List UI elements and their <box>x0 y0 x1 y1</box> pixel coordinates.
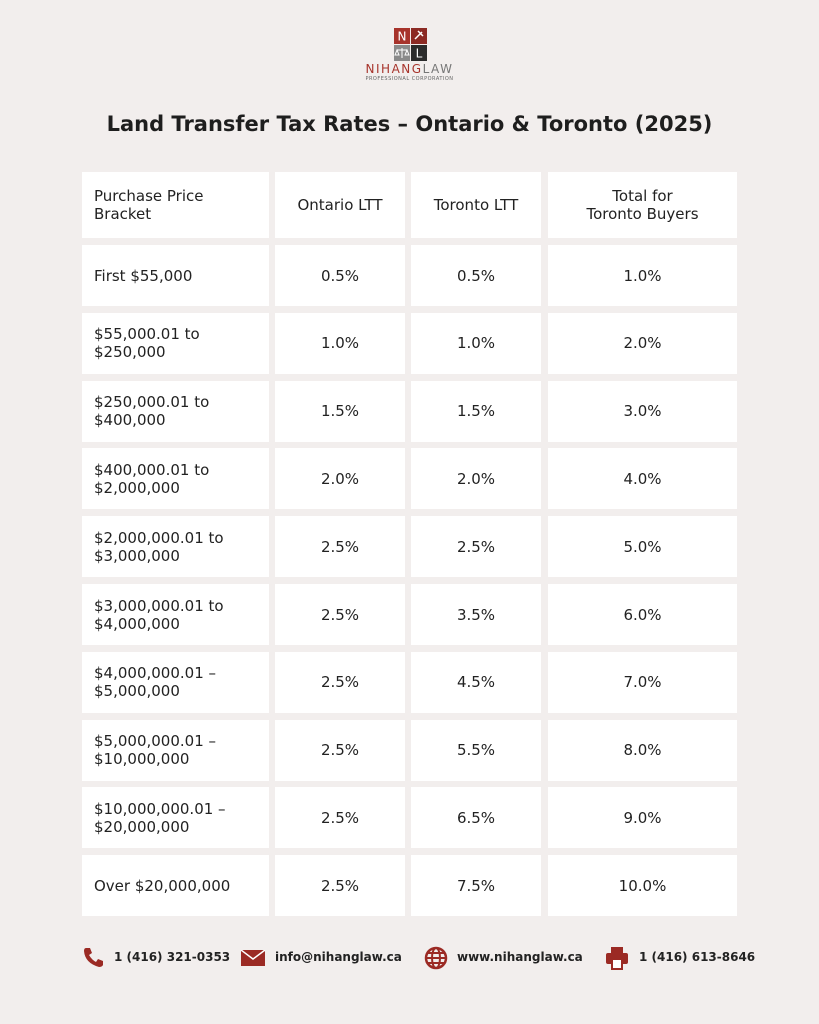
email-icon <box>241 950 265 966</box>
logo-mark: N L <box>394 28 427 61</box>
table-cell: 2.5% <box>275 516 405 578</box>
table-cell: $400,000.01 to $2,000,000 <box>82 448 269 510</box>
table-cell: 0.5% <box>411 245 541 306</box>
title: Land Transfer Tax Rates – Ontario & Toro… <box>106 112 713 136</box>
table-cell: 2.5% <box>275 855 405 917</box>
table-cell: 4.0% <box>548 448 737 510</box>
brand-secondary: LAW <box>422 62 454 76</box>
table-cell: 7.5% <box>411 855 541 917</box>
table-cell: 2.5% <box>275 787 405 849</box>
table-cell: $55,000.01 to $250,000 <box>82 312 269 374</box>
table-cell: 1.5% <box>275 380 405 442</box>
table-cell: $5,000,000.01 – $10,000,000 <box>82 719 269 781</box>
table-cell: 2.5% <box>275 719 405 781</box>
table-cell: 2.0% <box>275 448 405 510</box>
table-cell: First $55,000 <box>82 245 269 306</box>
table-cell: 0.5% <box>275 245 405 306</box>
table-cell: $4,000,000.01 – $5,000,000 <box>82 651 269 713</box>
fax: 1 (416) 613-8646 <box>639 950 756 964</box>
table-cell: 1.5% <box>411 380 541 442</box>
table-cell: 1.0% <box>411 312 541 374</box>
brand: NIHANGLAW <box>0 62 819 76</box>
tagline: PROFESSIONAL CORPORATION <box>365 76 454 82</box>
logo-letter: N <box>398 30 407 44</box>
table-cell: Over $20,000,000 <box>82 855 269 917</box>
table-cell: 2.5% <box>411 516 541 578</box>
table-cell: 2.5% <box>275 584 405 645</box>
email: info@nihanglaw.ca <box>275 950 402 964</box>
table-cell: 9.0% <box>548 787 737 849</box>
table-cell: 8.0% <box>548 719 737 781</box>
table-cell: $10,000,000.01 – $20,000,000 <box>82 787 269 849</box>
phone: 1 (416) 321-0353 <box>114 950 231 964</box>
table-cell: 6.0% <box>548 584 737 645</box>
fax-icon <box>606 947 628 970</box>
table-cell: 7.0% <box>548 651 737 713</box>
header-cell: Ontario LTT <box>275 172 405 238</box>
website: www.nihanglaw.ca <box>457 950 583 964</box>
table-cell: 3.0% <box>548 380 737 442</box>
table-cell: 1.0% <box>275 312 405 374</box>
table-cell: 2.0% <box>411 448 541 510</box>
table-cell: 5.5% <box>411 719 541 781</box>
brand-primary: NIHANG <box>365 62 423 76</box>
table-cell: $3,000,000.01 to $4,000,000 <box>82 584 269 645</box>
header-cell: Total for Toronto Buyers <box>548 172 737 238</box>
table-cell: 2.5% <box>275 651 405 713</box>
table-cell: 6.5% <box>411 787 541 849</box>
header-cell: Purchase Price Bracket <box>82 172 269 238</box>
table-cell: 10.0% <box>548 855 737 917</box>
header-cell: Toronto LTT <box>411 172 541 238</box>
table-cell: 2.0% <box>548 312 737 374</box>
logo-letter: L <box>416 47 423 61</box>
table-cell: 1.0% <box>548 245 737 306</box>
table-cell: $2,000,000.01 to $3,000,000 <box>82 516 269 578</box>
phone-icon <box>84 948 103 967</box>
table-cell: 4.5% <box>411 651 541 713</box>
table-cell: 5.0% <box>548 516 737 578</box>
globe-icon <box>424 946 448 970</box>
table-cell: 3.5% <box>411 584 541 645</box>
table-cell: $250,000.01 to $400,000 <box>82 380 269 442</box>
